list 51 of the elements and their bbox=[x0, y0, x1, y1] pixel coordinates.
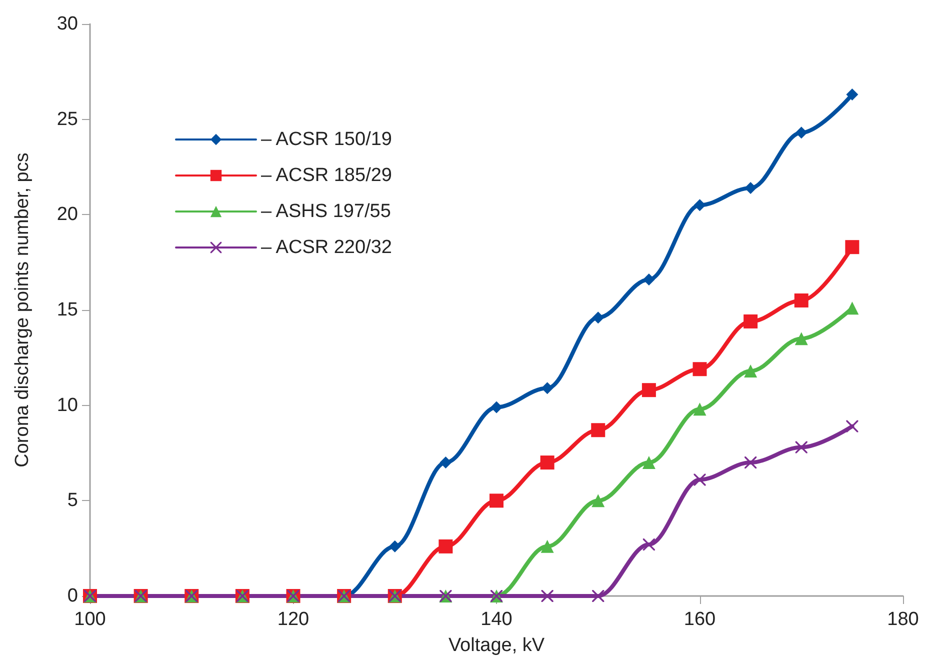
point bbox=[642, 383, 656, 398]
point bbox=[490, 494, 504, 508]
point bbox=[794, 332, 808, 346]
point bbox=[744, 182, 757, 194]
x-tick-label: 160 bbox=[684, 609, 716, 630]
point bbox=[592, 312, 604, 324]
y-axis-title: Corona discharge points number, pcs bbox=[12, 152, 33, 468]
point bbox=[490, 401, 502, 414]
point bbox=[795, 126, 808, 139]
point bbox=[694, 199, 706, 212]
point bbox=[794, 293, 808, 308]
point bbox=[846, 302, 859, 315]
point bbox=[541, 382, 554, 394]
point bbox=[440, 456, 452, 469]
point bbox=[642, 538, 655, 551]
point bbox=[642, 456, 656, 470]
legend-label: – ACSR 185/29 bbox=[261, 165, 392, 186]
point bbox=[540, 456, 554, 470]
point bbox=[845, 240, 860, 254]
legend-label: – ASHS 197/55 bbox=[261, 201, 391, 222]
x-tick-label: 100 bbox=[74, 609, 106, 630]
point bbox=[541, 590, 554, 602]
point bbox=[642, 273, 655, 286]
y-tick-label: 30 bbox=[56, 14, 78, 34]
x-tick-label: 180 bbox=[887, 609, 919, 630]
x-tick-label: 120 bbox=[277, 609, 310, 630]
point bbox=[692, 362, 707, 376]
y-tick-label: 25 bbox=[56, 108, 78, 130]
point bbox=[846, 88, 858, 101]
y-tick-label: 10 bbox=[56, 394, 78, 416]
x-tick-label: 140 bbox=[480, 609, 512, 630]
point bbox=[592, 590, 604, 602]
point bbox=[591, 423, 606, 438]
point bbox=[592, 494, 605, 508]
y-tick-label: 15 bbox=[56, 300, 78, 320]
point bbox=[540, 540, 554, 553]
y-tick-label: 0 bbox=[67, 586, 78, 606]
point bbox=[795, 441, 808, 454]
y-tick-label: 20 bbox=[56, 204, 78, 226]
y-tick-label: 5 bbox=[67, 490, 78, 512]
point bbox=[438, 539, 453, 554]
legend-label: – ACSR 150/19 bbox=[261, 129, 392, 150]
legend-label: – ACSR 220/32 bbox=[261, 237, 392, 258]
point bbox=[846, 420, 858, 432]
point bbox=[744, 456, 757, 469]
point bbox=[744, 364, 758, 378]
point bbox=[694, 474, 706, 486]
point bbox=[744, 314, 758, 328]
x-axis-title: Voltage, kV bbox=[448, 635, 545, 656]
point bbox=[388, 540, 401, 552]
point bbox=[693, 402, 706, 416]
